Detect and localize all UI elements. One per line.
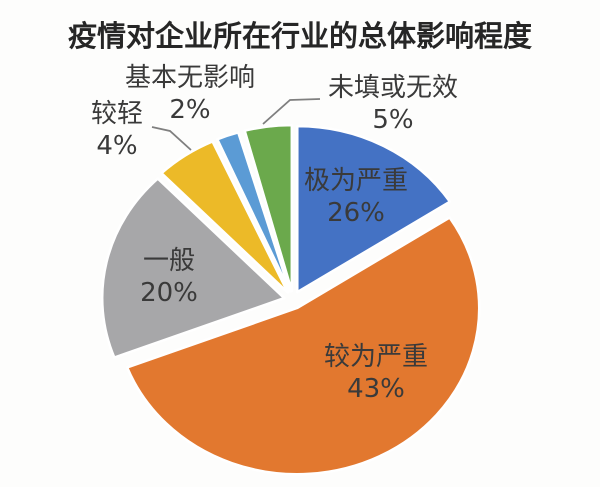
pie-slice-fairly-severe bbox=[125, 216, 481, 476]
pie-slice-invalid bbox=[243, 123, 294, 293]
slice-label-pct-extremely-severe: 26% bbox=[327, 198, 385, 228]
leader-line-invalid bbox=[262, 98, 321, 125]
slice-label-minor: 较轻 4% bbox=[91, 98, 143, 162]
slice-label-fairly-severe: 较为严重 43% bbox=[324, 341, 428, 405]
slice-label-text-fairly-severe: 较为严重 bbox=[323, 342, 429, 372]
pie-slice-extremely-severe bbox=[296, 124, 452, 294]
slice-label-pct-moderate: 20% bbox=[140, 278, 198, 308]
slice-label-invalid: 未填或无效 5% bbox=[328, 72, 458, 136]
chart-title: 疫情对企业所在行业的总体影响程度 bbox=[67, 19, 532, 53]
slice-label-extremely-severe: 极为严重 26% bbox=[304, 165, 408, 229]
slice-label-pct-minor: 4% bbox=[96, 131, 138, 161]
slice-label-text-minor: 较轻 bbox=[90, 99, 144, 129]
slice-label-pct-fairly-severe: 43% bbox=[347, 374, 405, 404]
slice-label-no-impact: 基本无影响 2% bbox=[125, 62, 255, 126]
pie-slice-minor bbox=[160, 140, 290, 294]
leader-line-minor bbox=[151, 126, 192, 151]
slice-label-text-no-impact: 基本无影响 bbox=[124, 63, 256, 93]
slice-label-moderate: 一般 20% bbox=[140, 245, 198, 309]
pie-slice-moderate bbox=[100, 177, 286, 359]
slice-label-text-extremely-severe: 极为严重 bbox=[303, 166, 409, 196]
slice-label-pct-no-impact: 2% bbox=[169, 95, 211, 125]
pie-slice-no-impact bbox=[216, 131, 292, 293]
slice-label-pct-invalid: 5% bbox=[372, 105, 414, 135]
slice-label-text-invalid: 未填或无效 bbox=[327, 73, 459, 103]
slice-label-text-moderate: 一般 bbox=[142, 246, 196, 276]
